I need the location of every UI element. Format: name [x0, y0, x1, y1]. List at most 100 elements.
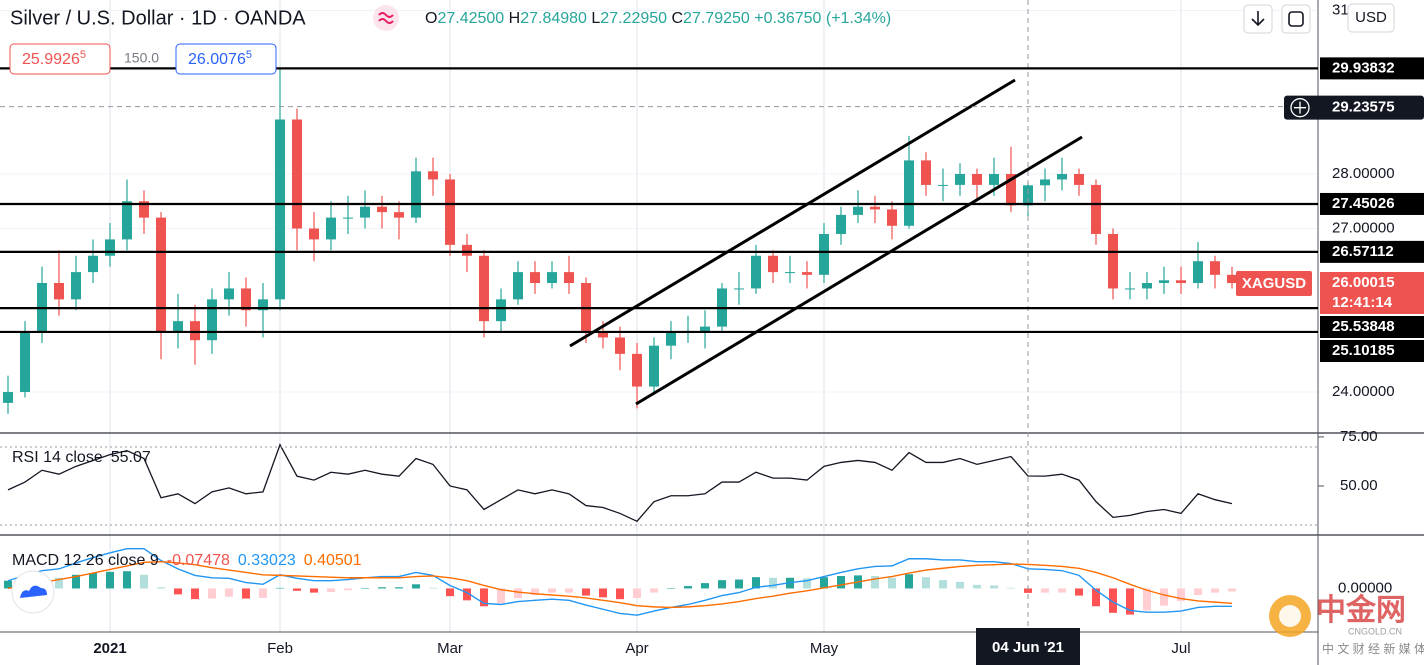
macd-histogram-bar	[973, 584, 981, 589]
buy-price-pip: 5	[246, 49, 252, 61]
candle-body	[1040, 179, 1050, 186]
macd-histogram-bar	[1177, 588, 1185, 601]
macd-histogram-bar	[412, 584, 420, 589]
candle-body	[241, 288, 251, 311]
macd-histogram-bar	[293, 588, 301, 591]
candle-body	[479, 255, 489, 322]
candle-body	[20, 332, 30, 392]
trend-line[interactable]	[569, 78, 1016, 348]
candle-body	[394, 212, 404, 218]
candle-body	[547, 272, 557, 284]
x-tick-label: Apr	[625, 640, 648, 657]
candle-body	[989, 174, 999, 185]
candle-body	[258, 299, 268, 311]
y-tick-label: 75.00	[1340, 428, 1378, 445]
candle-body	[1091, 184, 1101, 234]
macd-histogram-bar	[89, 573, 97, 589]
candle-body	[1210, 261, 1220, 275]
macd-histogram-bar	[1058, 588, 1066, 593]
macd-histogram-bar	[208, 588, 216, 599]
candle-body	[292, 119, 302, 229]
candle-body	[1074, 174, 1084, 185]
last-price: 26.00015	[1332, 274, 1395, 291]
candle-body	[598, 332, 608, 338]
macd-histogram-bar	[1024, 588, 1032, 593]
watermark-site: CNGOLD.CN	[1348, 626, 1402, 636]
fullscreen-button[interactable]	[1281, 4, 1311, 34]
macd-histogram-bar	[106, 571, 114, 589]
candle-body	[666, 332, 676, 346]
y-tick-label: 24.00000	[1332, 383, 1395, 400]
currency-button[interactable]	[1347, 3, 1395, 33]
candle-body	[207, 299, 217, 341]
crosshair-add-icon	[1290, 98, 1310, 118]
trend-line[interactable]	[635, 135, 1083, 406]
ohlc-key: L	[591, 10, 600, 27]
candle-body	[343, 217, 353, 219]
fullscreen-icon	[1288, 11, 1304, 27]
crosshair-date: 04 Jun '21	[992, 639, 1064, 656]
ohlc-value: 27.22950	[600, 10, 667, 27]
candle-body	[513, 272, 523, 300]
sell-price: 25.99265	[22, 49, 86, 68]
candle-body	[836, 214, 846, 234]
crosshair-add-icon	[1294, 101, 1306, 114]
macd-histogram-bar	[803, 578, 811, 589]
ohlc-legend: O27.42500 H27.84980 L27.22950 C27.79250 …	[425, 10, 891, 27]
symbol-tag: XAGUSD	[1242, 275, 1306, 292]
x-tick-label: 2021	[93, 640, 126, 657]
macd-histogram-bar	[1109, 588, 1117, 613]
candle-body	[1227, 274, 1237, 284]
candle-body	[955, 174, 965, 185]
candle-body	[972, 174, 982, 185]
macd-histogram-bar	[1194, 588, 1202, 595]
crosshair-price: 29.23575	[1332, 99, 1395, 116]
macd-value: 0.33023	[238, 552, 296, 569]
crosshair-date-box	[976, 628, 1080, 665]
download-icon	[1251, 11, 1265, 27]
candle-body	[360, 206, 370, 218]
candle-body	[1193, 261, 1203, 284]
candle-body	[224, 288, 234, 300]
macd-histogram-bar	[480, 588, 488, 607]
candle-body	[173, 321, 183, 333]
macd-legend: MACD 12 26 close 9 -0.07478 0.33023 0.40501	[12, 552, 362, 569]
sell-price-main: 25.9926	[22, 51, 80, 68]
macd-histogram-bar	[990, 585, 998, 589]
watermark-logo-inner	[1279, 605, 1301, 627]
level-label-box	[1320, 315, 1424, 338]
candle-body	[1006, 174, 1016, 206]
ohlc-change: +0.36750 (+1.34%)	[754, 10, 891, 27]
indicator-icon[interactable]	[373, 5, 399, 31]
y-tick-label: 28.00000	[1332, 165, 1395, 182]
candle-body	[122, 201, 132, 240]
macd-histogram-bar	[429, 587, 437, 589]
candle-body	[564, 272, 574, 284]
candle-body	[445, 179, 455, 245]
candle-body	[615, 337, 625, 354]
macd-histogram-bar	[531, 588, 539, 595]
candle-body	[785, 272, 795, 274]
candle-body	[938, 184, 948, 186]
candle-body	[870, 206, 880, 210]
macd-histogram-bar	[463, 588, 471, 601]
macd-histogram-bar	[565, 588, 573, 593]
candle-body	[530, 272, 540, 284]
logo-glyph	[20, 585, 47, 598]
level-label: 29.93832	[1332, 59, 1395, 76]
ohlc-value: 27.79250	[683, 10, 750, 27]
candle-body	[1176, 280, 1186, 284]
macd-histogram-bar	[582, 588, 590, 596]
macd-histogram-bar	[1211, 588, 1219, 593]
candle-body	[632, 353, 642, 387]
macd-signal-value: 0.40501	[304, 552, 362, 569]
macd-histogram-bar	[276, 587, 284, 589]
macd-histogram-bar	[1126, 588, 1134, 615]
buy-button[interactable]	[175, 43, 277, 75]
spread: 150.0	[124, 50, 159, 66]
sell-button[interactable]	[9, 43, 111, 75]
watermark-brand: 中金网	[1316, 593, 1406, 627]
macd-histogram-bar	[1092, 588, 1100, 607]
countdown: 12:41:14	[1332, 294, 1393, 311]
